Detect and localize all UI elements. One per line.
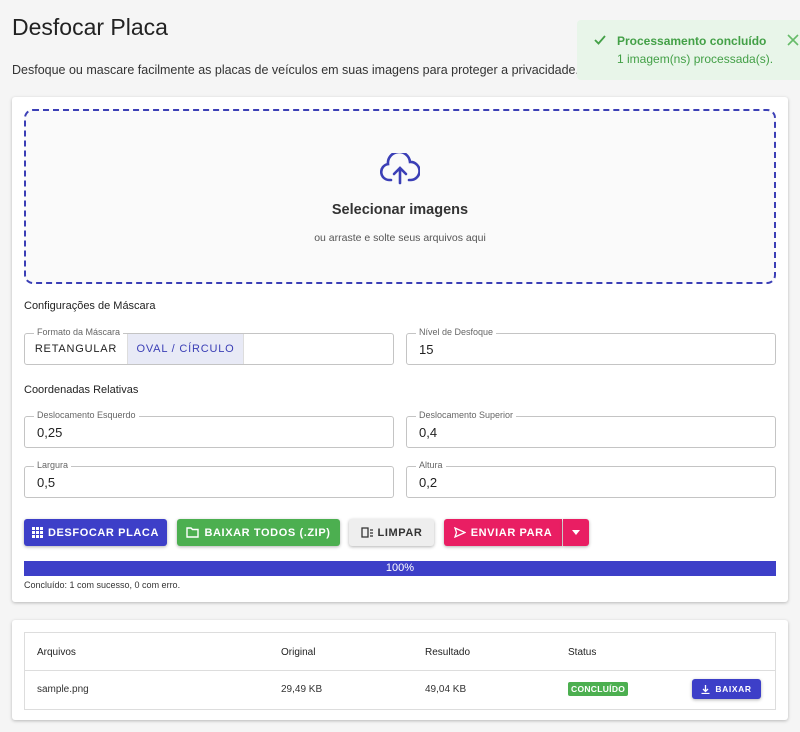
progress-label: 100% <box>385 562 415 574</box>
toast-title: Processamento concluído <box>617 34 767 48</box>
coordinate-field[interactable]: Deslocamento Superior 0,4 <box>406 410 776 448</box>
table-cell: 29,49 KB <box>281 684 323 695</box>
page-title: Desfocar Placa <box>12 14 168 40</box>
field-label: Nível de Desfoque <box>416 327 497 337</box>
folder-icon <box>186 527 200 538</box>
column-header: Resultado <box>425 647 471 658</box>
button-label: LIMPAR <box>377 526 423 539</box>
mask-heading: Configurações de Máscara <box>24 300 156 312</box>
blur-field[interactable]: Nível de Desfoque 15 <box>406 327 776 365</box>
upload-hint: ou arraste e solte seus arquivos aqui <box>314 232 486 244</box>
send-button[interactable]: ENVIAR PARA <box>444 519 562 546</box>
field-value: 0,25 <box>37 425 63 440</box>
shape-option[interactable]: RETANGULAR <box>25 334 128 364</box>
table-header: Arquivos Original Resultado Status <box>25 633 775 671</box>
button-label: BAIXAR TODOS (.ZIP) <box>204 526 331 539</box>
status-badge: CONCLUÍDO <box>568 682 629 696</box>
coordinate-field[interactable]: Altura 0,2 <box>406 460 776 498</box>
column-header: Original <box>281 647 316 658</box>
coordinate-field[interactable]: Largura 0,5 <box>24 460 394 498</box>
button-label: DESFOCAR PLACA <box>47 526 160 539</box>
caret-icon <box>572 530 580 535</box>
toast-close[interactable] <box>787 34 799 46</box>
send-icon <box>453 527 466 538</box>
field-label: Altura <box>416 460 446 470</box>
column-header: Arquivos <box>37 647 76 658</box>
page-description: Desfoque ou mascare facilmente as placas… <box>12 63 579 77</box>
table-cell: 49,04 KB <box>425 684 467 695</box>
shape-field: Formato da Máscara RETANGULAR OVAL / CÍR… <box>24 327 394 365</box>
column-header: Status <box>568 647 597 658</box>
shape-option-selected[interactable]: OVAL / CÍRCULO <box>128 334 244 364</box>
upload-title: Selecionar imagens <box>331 202 469 218</box>
clear-icon <box>360 527 373 538</box>
toast-message: 1 imagem(ns) processada(s). <box>617 52 774 66</box>
field-value: 15 <box>419 342 434 357</box>
grid-icon <box>31 527 43 538</box>
field-value: 0,2 <box>419 475 438 490</box>
progress-bar: 100% <box>24 561 776 576</box>
coordinates-heading: Coordenadas Relativas <box>24 384 139 396</box>
table-cell: sample.png <box>37 684 89 695</box>
download-icon <box>701 684 710 694</box>
table-row: sample.png 29,49 KB 49,04 KB CONCLUÍDO BAIXA… <box>25 671 775 709</box>
download-all-button[interactable]: BAIXAR TODOS (.ZIP) <box>177 519 340 546</box>
clear-button[interactable]: LIMPAR <box>349 519 434 546</box>
button-label: ENVIAR PARA <box>470 526 553 539</box>
field-label: Largura <box>34 460 72 470</box>
results-table: Arquivos Original Resultado Status sample.p… <box>24 632 776 710</box>
send-dropdown[interactable] <box>563 519 589 546</box>
button-label: BAIXAR <box>715 684 752 694</box>
progress-status: Concluído: 1 com sucesso, 0 com erro. <box>24 580 181 590</box>
field-label: Deslocamento Superior <box>416 410 517 420</box>
toast: Processamento concluído 1 imagem(ns) pro… <box>577 20 800 80</box>
blur-button[interactable]: DESFOCAR PLACA <box>24 519 167 546</box>
dropzone[interactable]: Selecionar imagens ou arraste e solte se… <box>24 109 776 284</box>
field-value: 0,4 <box>419 425 438 440</box>
field-label: Deslocamento Esquerdo <box>34 410 139 420</box>
field-label: Formato da Máscara <box>34 327 124 337</box>
check-icon <box>594 35 606 45</box>
download-button[interactable]: BAIXAR <box>692 679 761 699</box>
upload-icon <box>380 153 420 185</box>
field-value: 0,5 <box>37 475 56 490</box>
coordinate-field[interactable]: Deslocamento Esquerdo 0,25 <box>24 410 394 448</box>
